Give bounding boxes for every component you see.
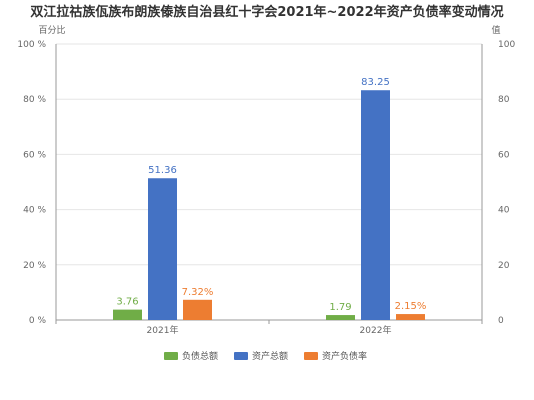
right-tick-label: 20 bbox=[498, 261, 510, 271]
axes: 0 % 0 20 % 20 40 % 40 60 % 60 80 % 80 100 % 100 2021… bbox=[17, 40, 515, 336]
left-tick-label: 40 % bbox=[23, 206, 46, 216]
bar bbox=[326, 315, 355, 320]
left-tick-label: 80 % bbox=[23, 95, 46, 105]
legend-label: 资产总额 bbox=[252, 350, 288, 362]
right-tick-label: 40 bbox=[498, 206, 510, 216]
grid bbox=[56, 43, 482, 266]
bar bbox=[183, 299, 212, 320]
bar bbox=[148, 178, 177, 320]
bar-value-label: 7.32% bbox=[182, 287, 214, 298]
chart-title: 双江拉祜族佤族布朗族傣族自治县红十字会2021年~2022年资产负债率变动情况 bbox=[30, 4, 503, 20]
bar-value-label: 3.76 bbox=[116, 297, 138, 308]
bar bbox=[396, 314, 425, 320]
left-tick-label: 20 % bbox=[23, 261, 46, 271]
left-axis-name: 百分比 bbox=[38, 24, 65, 36]
legend-label: 资产负债率 bbox=[322, 350, 367, 362]
right-tick-label: 100 bbox=[498, 40, 515, 50]
category-label: 2022年 bbox=[360, 324, 392, 336]
bar-value-label: 2.15% bbox=[395, 301, 427, 312]
right-tick-label: 60 bbox=[498, 150, 510, 160]
legend: 负债总额 资产总额 资产负债率 bbox=[164, 350, 367, 362]
bars bbox=[113, 90, 425, 320]
legend-label: 负债总额 bbox=[182, 350, 218, 362]
right-tick-label: 80 bbox=[498, 95, 510, 105]
right-tick-label: 0 bbox=[498, 316, 504, 326]
right-axis-name: 值 bbox=[491, 24, 500, 36]
bar-value-label: 51.36 bbox=[148, 165, 177, 176]
left-tick-label: 60 % bbox=[23, 150, 46, 160]
bar-value-label: 1.79 bbox=[329, 302, 351, 313]
data-labels: 3.76 51.36 7.32% 1.79 83.25 2.15% bbox=[116, 77, 426, 313]
left-tick-label: 100 % bbox=[17, 40, 46, 50]
bar-value-label: 83.25 bbox=[361, 77, 390, 88]
legend-swatch bbox=[234, 352, 248, 360]
legend-swatch bbox=[164, 352, 178, 360]
bar bbox=[361, 90, 390, 320]
left-tick-label: 0 % bbox=[29, 316, 47, 326]
bar bbox=[113, 309, 142, 320]
category-label: 2021年 bbox=[147, 324, 179, 336]
legend-swatch bbox=[304, 352, 318, 360]
